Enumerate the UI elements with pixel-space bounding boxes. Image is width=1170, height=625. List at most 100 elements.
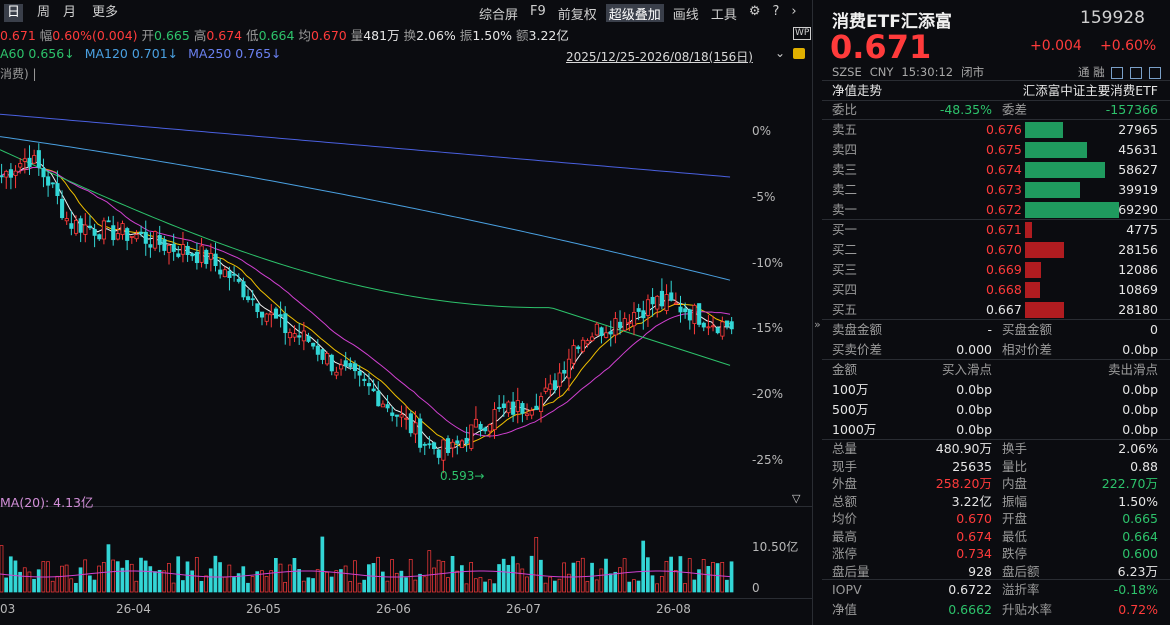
- candle[interactable]: [269, 304, 274, 328]
- candle[interactable]: [8, 163, 14, 190]
- candle[interactable]: [125, 226, 130, 251]
- candle[interactable]: [18, 158, 23, 174]
- candle[interactable]: [557, 363, 562, 398]
- candle[interactable]: [101, 217, 107, 245]
- candle[interactable]: [190, 252, 195, 261]
- chevron-right-icon[interactable]: ›: [791, 4, 797, 19]
- candle[interactable]: [259, 311, 265, 326]
- candle[interactable]: [148, 232, 153, 258]
- candle[interactable]: [683, 302, 688, 319]
- candle[interactable]: [618, 310, 623, 335]
- candle[interactable]: [69, 210, 74, 236]
- candle[interactable]: [255, 303, 260, 319]
- list-icon[interactable]: [1129, 66, 1142, 79]
- collapse-panel-icon[interactable]: »: [814, 318, 821, 331]
- candle[interactable]: [650, 288, 655, 317]
- candle[interactable]: [264, 312, 269, 326]
- candle[interactable]: [655, 295, 660, 318]
- candle[interactable]: [659, 278, 664, 310]
- candle[interactable]: [590, 332, 595, 343]
- candle[interactable]: [162, 235, 167, 256]
- candle[interactable]: [706, 314, 711, 336]
- candle[interactable]: [60, 190, 65, 220]
- candle[interactable]: [543, 378, 548, 395]
- candle[interactable]: [292, 325, 297, 343]
- wp-icon[interactable]: WP: [793, 27, 812, 40]
- candle[interactable]: [273, 306, 279, 319]
- candle[interactable]: [525, 403, 530, 421]
- candle[interactable]: [204, 248, 209, 269]
- candle[interactable]: [725, 320, 730, 330]
- candle[interactable]: [506, 400, 511, 417]
- candle[interactable]: [515, 387, 520, 424]
- candle[interactable]: [599, 326, 604, 344]
- candle[interactable]: [41, 158, 46, 188]
- candle[interactable]: [334, 366, 339, 380]
- candle[interactable]: [478, 421, 483, 437]
- candle[interactable]: [715, 326, 720, 335]
- ask-level[interactable]: 卖一 0.672 69290: [822, 200, 1170, 219]
- candle[interactable]: [404, 405, 409, 430]
- candle[interactable]: [241, 277, 246, 301]
- candle[interactable]: [106, 216, 111, 223]
- candle[interactable]: [459, 439, 465, 449]
- gear-icon[interactable]: ⚙: [748, 4, 761, 19]
- date-range[interactable]: 2025/12/25-2026/08/18(156日): [566, 50, 753, 64]
- candle[interactable]: [171, 233, 176, 261]
- candle[interactable]: [194, 242, 200, 270]
- candle[interactable]: [64, 211, 69, 225]
- candle[interactable]: [627, 314, 632, 332]
- ask-level[interactable]: 卖四 0.675 45631: [822, 140, 1170, 159]
- candle[interactable]: [111, 215, 116, 246]
- candle[interactable]: [22, 148, 27, 174]
- candle[interactable]: [348, 357, 353, 371]
- candle[interactable]: [455, 435, 460, 455]
- tool-draw[interactable]: 画线: [672, 8, 699, 23]
- tool-fq[interactable]: 前复权: [557, 8, 597, 23]
- candle[interactable]: [329, 353, 334, 376]
- candle[interactable]: [250, 290, 255, 306]
- candle[interactable]: [534, 393, 539, 411]
- candle[interactable]: [520, 401, 525, 423]
- candle[interactable]: [278, 301, 283, 328]
- candle[interactable]: [608, 320, 613, 347]
- candle[interactable]: [487, 423, 492, 438]
- candle[interactable]: [511, 392, 516, 423]
- grid-icon[interactable]: [1148, 66, 1161, 79]
- period-week-tab[interactable]: 周: [37, 5, 51, 20]
- ask-level[interactable]: 卖二 0.673 39919: [822, 180, 1170, 199]
- candle[interactable]: [97, 233, 102, 242]
- candle[interactable]: [222, 266, 227, 278]
- candle[interactable]: [571, 339, 576, 370]
- candle[interactable]: [4, 169, 9, 189]
- candle[interactable]: [576, 344, 581, 354]
- candle[interactable]: [529, 407, 534, 420]
- candle[interactable]: [539, 392, 544, 423]
- candle[interactable]: [701, 321, 706, 332]
- candle[interactable]: [46, 170, 51, 197]
- candle[interactable]: [311, 342, 316, 350]
- candle[interactable]: [585, 338, 590, 348]
- candle[interactable]: [418, 413, 423, 453]
- candle[interactable]: [483, 426, 488, 435]
- candle[interactable]: [315, 339, 320, 362]
- candle[interactable]: [566, 348, 571, 392]
- candle[interactable]: [469, 424, 474, 451]
- candle[interactable]: [50, 182, 55, 189]
- candle[interactable]: [153, 230, 158, 251]
- candle[interactable]: [120, 220, 125, 240]
- candle[interactable]: [697, 303, 702, 328]
- candle[interactable]: [720, 316, 725, 340]
- candle[interactable]: [692, 303, 697, 335]
- candle[interactable]: [673, 292, 678, 306]
- candle[interactable]: [115, 221, 120, 241]
- candle[interactable]: [562, 361, 567, 381]
- candle[interactable]: [227, 266, 232, 291]
- lock-icon[interactable]: [793, 48, 805, 59]
- candle[interactable]: [729, 317, 734, 335]
- tool-f9[interactable]: F9: [530, 4, 546, 19]
- candle[interactable]: [645, 294, 651, 327]
- candlestick-chart[interactable]: [0, 62, 750, 492]
- candle[interactable]: [352, 360, 358, 379]
- candle[interactable]: [580, 337, 585, 354]
